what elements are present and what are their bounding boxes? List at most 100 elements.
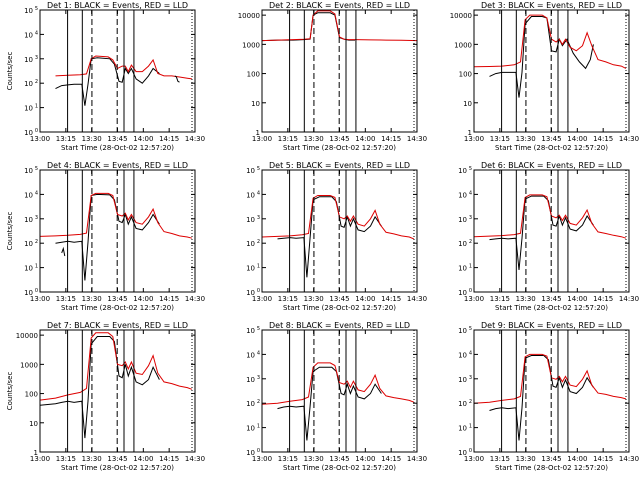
series-group <box>261 362 415 441</box>
panel-title: Det 7: BLACK = Events, RED = LLD <box>47 321 188 330</box>
x-tick-label: 13:00 <box>30 135 50 143</box>
y-tick-label: 1 <box>256 129 260 137</box>
x-tick-label: 14:30 <box>185 295 205 303</box>
x-tick-label: 14:30 <box>407 135 427 143</box>
x-tick-label: 13:45 <box>329 295 349 303</box>
x-tick-label: 13:30 <box>304 295 324 303</box>
y-tick-exponent: 0 <box>469 288 472 294</box>
x-tick-label: 13:30 <box>516 135 536 143</box>
series-line-events-0 <box>489 195 594 271</box>
series-line-lld-1 <box>261 195 415 240</box>
series-group <box>39 192 193 281</box>
y-tick-label: 10 <box>246 216 255 224</box>
series-group <box>473 194 627 271</box>
y-tick-label: 10 <box>24 240 33 248</box>
y-tick-label: 10 <box>246 327 255 335</box>
y-tick-exponent: 0 <box>35 288 38 294</box>
x-tick-label: 13:45 <box>107 455 127 463</box>
x-tick-label: 13:15 <box>490 295 510 303</box>
y-tick-label: 10 <box>458 400 467 408</box>
y-tick-label: 10 <box>458 265 467 273</box>
y-tick-exponent: 2 <box>35 239 38 245</box>
x-tick-label: 14:00 <box>355 295 375 303</box>
series-line-lld-1 <box>39 192 193 239</box>
y-tick-label: 1000 <box>20 361 38 369</box>
y-tick-label: 10 <box>251 100 260 108</box>
series-line-events-0 <box>489 16 594 98</box>
y-tick-label: 10 <box>458 425 467 433</box>
panel-title: Det 8: BLACK = Events, RED = LLD <box>269 321 410 330</box>
x-tick-label: 13:00 <box>30 295 50 303</box>
x-tick-label: 13:15 <box>56 455 76 463</box>
y-tick-label: 10 <box>246 376 255 384</box>
y-tick-exponent: 1 <box>469 424 472 430</box>
y-tick-exponent: 2 <box>35 79 38 85</box>
y-tick-label: 10 <box>246 449 255 457</box>
series-line-events-0 <box>277 366 382 441</box>
y-tick-exponent: 1 <box>257 264 260 270</box>
series-line-lld-1 <box>261 362 415 405</box>
y-tick-exponent: 2 <box>257 399 260 405</box>
x-tick-label: 14:30 <box>407 455 427 463</box>
y-tick-exponent: 5 <box>35 166 38 172</box>
x-tick-label: 13:00 <box>464 135 484 143</box>
y-tick-exponent: 3 <box>469 215 472 221</box>
y-tick-label: 10000 <box>238 12 260 20</box>
series-line-events-0 <box>489 355 594 441</box>
x-tick-label: 13:00 <box>464 455 484 463</box>
y-tick-label: 10000 <box>16 332 38 340</box>
y-tick-label: 10 <box>458 216 467 224</box>
panel-title: Det 4: BLACK = Events, RED = LLD <box>47 161 188 170</box>
y-tick-label: 1 <box>468 129 472 137</box>
y-tick-label: 10 <box>458 191 467 199</box>
y-tick-exponent: 1 <box>257 424 260 430</box>
series-group <box>55 55 192 106</box>
series-group <box>261 195 415 278</box>
y-tick-exponent: 5 <box>257 326 260 332</box>
y-tick-label: 1 <box>34 449 38 457</box>
y-tick-label: 10 <box>246 240 255 248</box>
detector-panel-5: Det 5: BLACK = Events, RED = LLD 13:00 13:… <box>246 161 427 312</box>
y-tick-exponent: 3 <box>35 215 38 221</box>
y-tick-exponent: 4 <box>35 30 38 36</box>
panel-title: Det 6: BLACK = Events, RED = LLD <box>481 161 622 170</box>
y-tick-label: 10 <box>24 56 33 64</box>
x-axis-label: Start Time (28-Oct-02 12:57:20) <box>61 304 174 312</box>
detector-panel-2: Det 2: BLACK = Events, RED = LLD 13:00 13:… <box>238 1 427 152</box>
y-tick-label: 10 <box>463 100 472 108</box>
x-axis-label: Start Time (28-Oct-02 12:57:20) <box>495 304 608 312</box>
y-tick-label: 10 <box>246 400 255 408</box>
panel-title: Det 5: BLACK = Events, RED = LLD <box>269 161 410 170</box>
series-group <box>261 10 418 42</box>
y-tick-exponent: 0 <box>257 448 260 454</box>
y-tick-exponent: 5 <box>469 326 472 332</box>
y-tick-label: 10 <box>24 265 33 273</box>
x-tick-label: 14:30 <box>619 455 639 463</box>
y-tick-label: 10 <box>458 167 467 175</box>
x-tick-label: 13:15 <box>278 455 298 463</box>
y-tick-exponent: 4 <box>257 350 260 356</box>
y-tick-exponent: 4 <box>35 190 38 196</box>
series-line-lld-1 <box>473 14 627 69</box>
series-line-events-0 <box>277 196 382 278</box>
x-tick-label: 13:30 <box>304 455 324 463</box>
x-axis-label: Start Time (28-Oct-02 12:57:20) <box>61 144 174 152</box>
y-tick-exponent: 3 <box>257 215 260 221</box>
y-tick-label: 10 <box>458 289 467 297</box>
x-axis-label: Start Time (28-Oct-02 12:57:20) <box>283 464 396 472</box>
x-tick-label: 13:15 <box>490 135 510 143</box>
y-tick-label: 10 <box>458 376 467 384</box>
y-tick-exponent: 1 <box>35 104 38 110</box>
x-axis-label: Start Time (28-Oct-02 12:57:20) <box>495 464 608 472</box>
x-axis-label: Start Time (28-Oct-02 12:57:20) <box>283 304 396 312</box>
x-tick-label: 13:45 <box>541 135 561 143</box>
x-tick-label: 14:00 <box>567 455 587 463</box>
x-tick-label: 14:15 <box>381 135 401 143</box>
y-tick-label: 10 <box>246 289 255 297</box>
x-axis-label: Start Time (28-Oct-02 12:57:20) <box>61 464 174 472</box>
x-tick-label: 13:45 <box>107 295 127 303</box>
series-line-lld-1 <box>473 194 627 239</box>
y-tick-label: 10 <box>246 265 255 273</box>
x-tick-label: 14:00 <box>567 295 587 303</box>
series-line-events-0 <box>39 336 160 439</box>
